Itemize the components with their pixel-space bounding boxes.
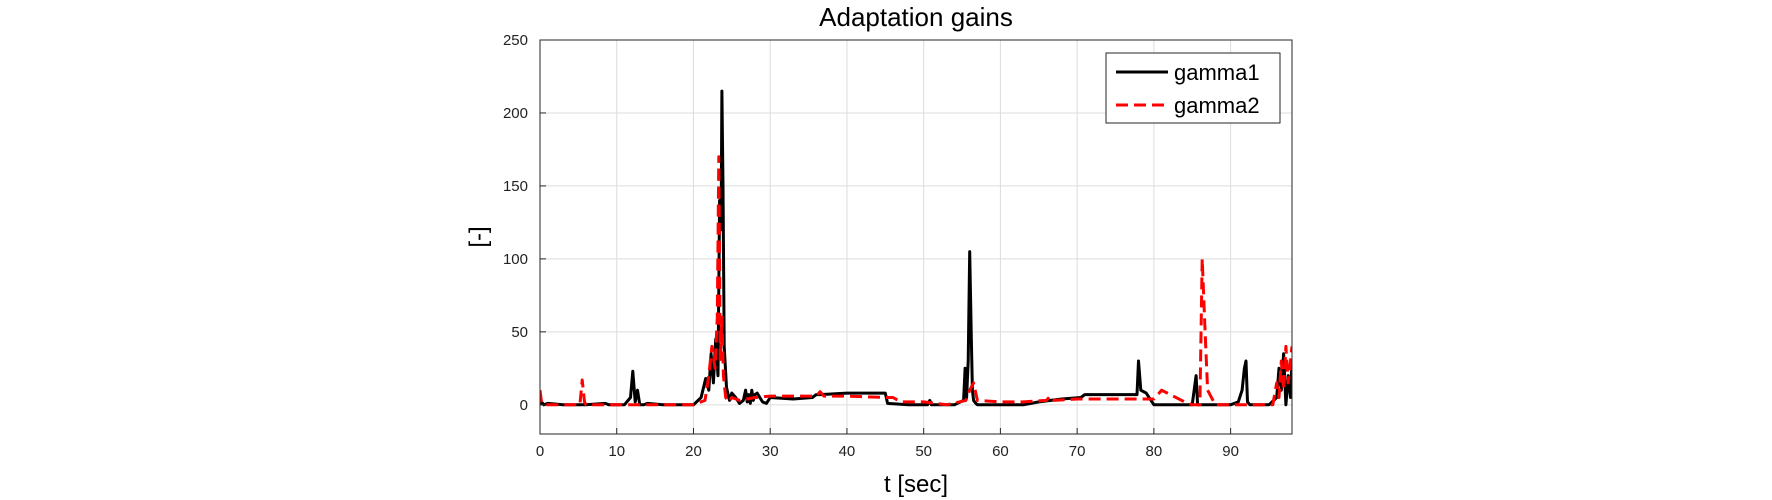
legend-label-gamma2: gamma2 [1174, 93, 1260, 118]
series-line-gamma1 [540, 89, 1292, 407]
x-tick-label: 30 [762, 443, 779, 460]
x-axis-label: t [sec] [884, 471, 948, 498]
x-tick-label: 70 [1069, 443, 1086, 460]
y-axis-label: [-] [465, 226, 492, 247]
y-tick-label: 250 [503, 32, 528, 49]
chart-title: Adaptation gains [819, 2, 1013, 32]
y-tick-label: 0 [520, 397, 528, 414]
x-tick-label: 0 [536, 443, 544, 460]
x-tick-label: 20 [685, 443, 702, 460]
y-tick-label: 150 [503, 178, 528, 195]
x-tick-label: 90 [1222, 443, 1239, 460]
x-tick-label: 10 [608, 443, 625, 460]
plot-frame [539, 39, 1293, 435]
legend-label-gamma1: gamma1 [1174, 60, 1260, 85]
y-tick-label: 50 [511, 324, 528, 341]
y-tick-label: 100 [503, 251, 528, 268]
legend: gamma1 gamma2 [1105, 52, 1281, 124]
series-line-gamma2 [540, 155, 1292, 407]
x-tick-label: 60 [992, 443, 1009, 460]
y-tick-label: 200 [503, 105, 528, 122]
x-tick-label: 50 [915, 443, 932, 460]
plot-area [540, 89, 1292, 407]
x-tick-label: 80 [1146, 443, 1163, 460]
legend-box [1105, 52, 1281, 124]
axis-ticks: 0 10 20 30 40 50 60 70 80 90 0 50 100 150 200 250 [503, 32, 1239, 460]
x-tick-label: 40 [839, 443, 856, 460]
